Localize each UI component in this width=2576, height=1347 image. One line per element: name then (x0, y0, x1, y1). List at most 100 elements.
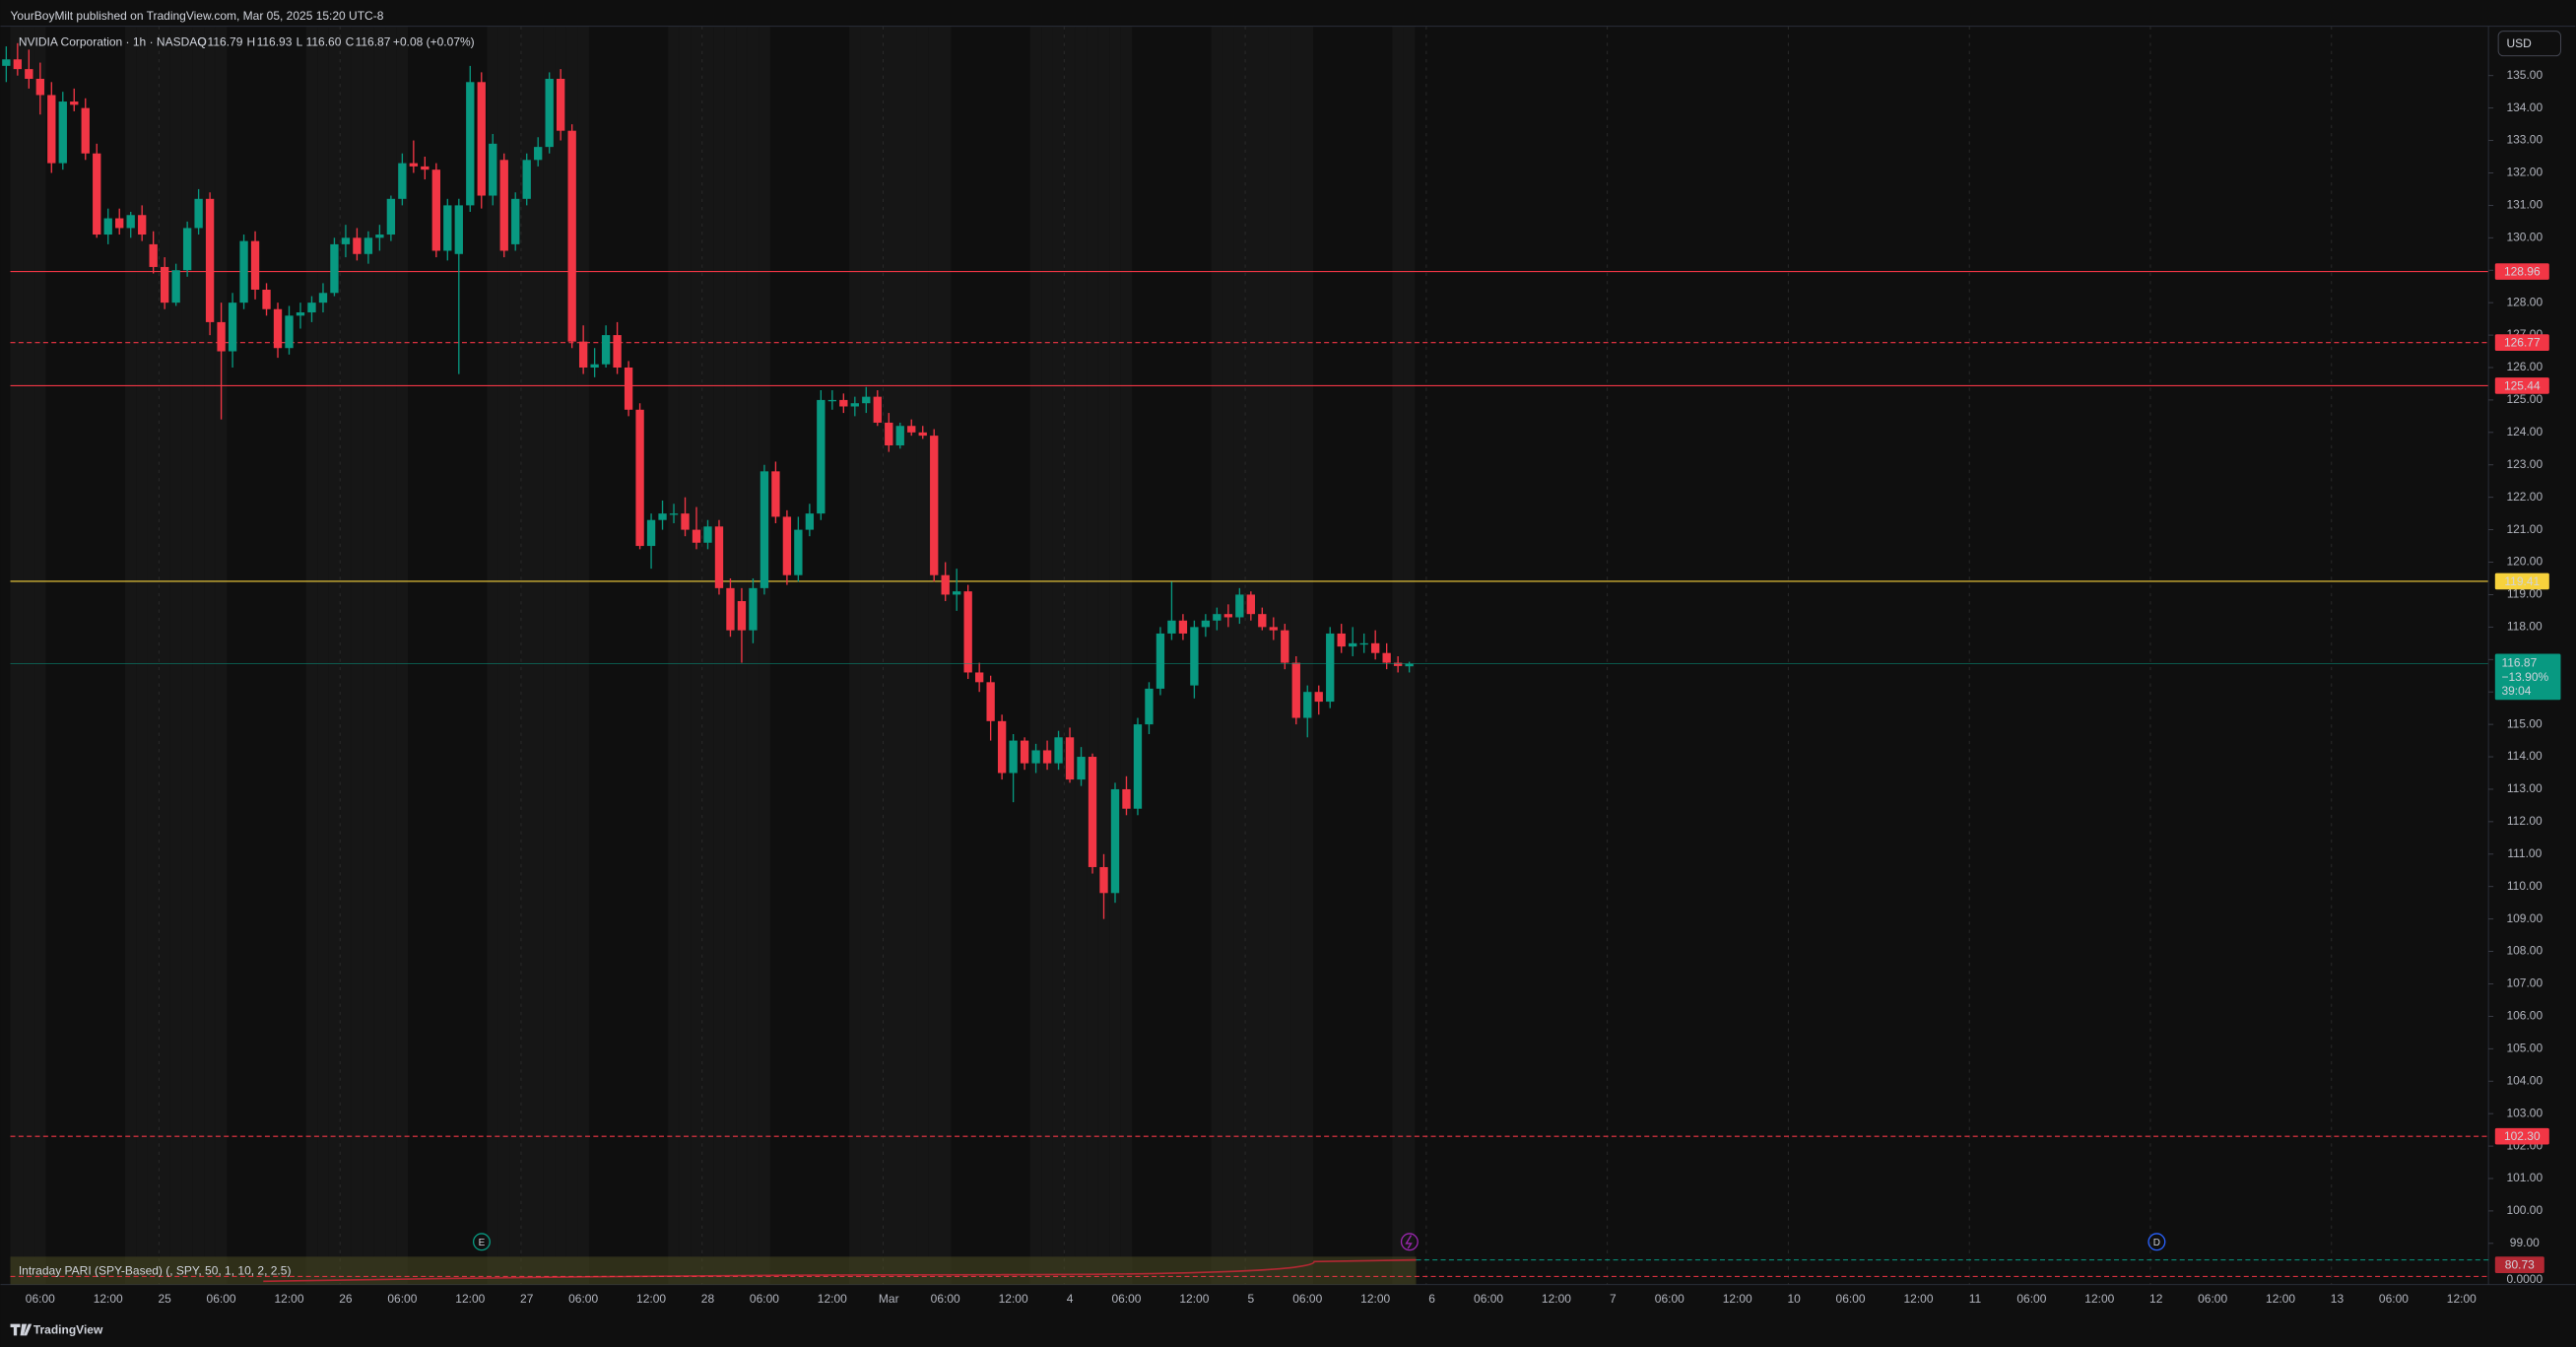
extended-hours (159, 26, 170, 1285)
indicator-area (10, 1256, 1417, 1285)
extended-hours (577, 26, 589, 1285)
candle-body (827, 399, 837, 402)
x-tick-label: 12:00 (2266, 1292, 2295, 1306)
indicator-title: Intraday PARI (SPY-Based) (, SPY, 50, 1,… (19, 1263, 292, 1277)
candle-body (93, 153, 101, 236)
candle-body (1326, 633, 1335, 703)
candle-body (895, 426, 904, 446)
y-tick-label: 132.00 (2506, 166, 2543, 179)
extended-hours (487, 26, 498, 1285)
candle-body (907, 426, 916, 433)
price-axis: 135.00134.00133.00132.00131.00130.00129.… (2488, 68, 2561, 1249)
candle-body (1382, 652, 1391, 663)
y-tick-label: 106.00 (2506, 1009, 2543, 1023)
candle-body (2, 59, 11, 66)
x-tick-label: 13 (2331, 1292, 2345, 1306)
extended-hours (1029, 26, 1042, 1285)
candle-body (273, 308, 283, 349)
candle-body (1337, 633, 1346, 647)
y-tick-label: 100.00 (2506, 1203, 2543, 1217)
event-label[interactable]: D (2153, 1238, 2160, 1248)
candle-body (850, 403, 859, 407)
candle-body (70, 101, 79, 105)
last-price: 116.87 (2501, 656, 2537, 670)
level-label-box (2494, 377, 2549, 394)
x-tick-label: 11 (1969, 1292, 1982, 1306)
x-tick-label: 6 (1428, 1292, 1435, 1306)
candle-body (1303, 692, 1312, 718)
extended-hours (872, 26, 884, 1285)
extended-hours (724, 26, 737, 1285)
candle-body (737, 601, 747, 631)
y-tick-label: 123.00 (2506, 457, 2543, 471)
candle-body (557, 79, 565, 131)
candle-body (817, 399, 826, 514)
extended-hours (1268, 26, 1280, 1285)
candle-body (726, 587, 735, 631)
candle-body (1009, 740, 1018, 774)
legend-key: O (198, 35, 207, 49)
dividend-event[interactable] (2147, 1233, 2166, 1251)
extended-hours (565, 26, 578, 1285)
x-tick-label: 12:00 (274, 1292, 303, 1306)
extended-hours (759, 26, 770, 1285)
plot (2, 42, 2489, 1137)
currency[interactable]: USD (2506, 36, 2532, 50)
lightning-icon (1405, 1235, 1413, 1249)
extended-hours (204, 26, 216, 1285)
candle-body (1054, 737, 1063, 764)
candle-body (862, 396, 871, 404)
candle-body (194, 198, 203, 229)
y-tick-label: 110.00 (2507, 879, 2543, 893)
currency-button[interactable] (2497, 31, 2561, 57)
extended-hours (1301, 26, 1313, 1285)
candle-body (760, 471, 769, 588)
extended-hours (928, 26, 940, 1285)
extended-hours (894, 26, 906, 1285)
y-tick-label: 103.00 (2506, 1106, 2543, 1119)
candle-body (1110, 788, 1120, 894)
y-tick-label: 133.00 (2506, 133, 2543, 147)
extended-hours (532, 26, 544, 1285)
candle-body (930, 436, 939, 575)
y-tick-label: 101.00 (2506, 1171, 2543, 1184)
indicator-curve (263, 1258, 1417, 1283)
candle-body (1088, 757, 1097, 867)
candle-body (1291, 662, 1300, 718)
candle-body (1371, 642, 1380, 653)
legend-value: 116.87 (356, 35, 391, 49)
level-label-box (2494, 263, 2549, 280)
candle-body (307, 303, 316, 313)
extended-hours (147, 26, 160, 1285)
candle-body (149, 243, 158, 267)
candle-body (545, 79, 554, 148)
x-tick-label: 10 (1787, 1292, 1801, 1306)
candle-body (318, 293, 328, 303)
extended-hours (1087, 26, 1098, 1285)
candle-body (749, 587, 758, 631)
candle-body (1178, 620, 1188, 634)
extended-hours (543, 26, 556, 1285)
level-label: 126.77 (2504, 336, 2541, 350)
candle-body (997, 720, 1007, 774)
y-tick-label: 99.00 (2510, 1236, 2540, 1249)
extended-hours (385, 26, 397, 1285)
split-event[interactable] (1400, 1233, 1419, 1251)
candle-body (386, 198, 396, 236)
y-tick-label: 107.00 (2506, 977, 2543, 990)
candle-body (205, 198, 215, 322)
legend-value: 116.60 (306, 35, 342, 49)
candle-body (963, 591, 972, 673)
y-tick-label: 115.00 (2507, 716, 2543, 730)
candle-body (217, 321, 226, 352)
extended-hours (679, 26, 692, 1285)
y-tick-label: 119.00 (2507, 587, 2543, 601)
candle-body (714, 526, 724, 588)
extended-hours (1097, 26, 1110, 1285)
extended-hours (305, 26, 318, 1285)
extended-hours (520, 26, 533, 1285)
earnings-event[interactable] (472, 1233, 491, 1251)
x-tick-label: 06:00 (931, 1292, 960, 1306)
extended-hours (905, 26, 917, 1285)
event-label[interactable]: E (479, 1238, 486, 1248)
